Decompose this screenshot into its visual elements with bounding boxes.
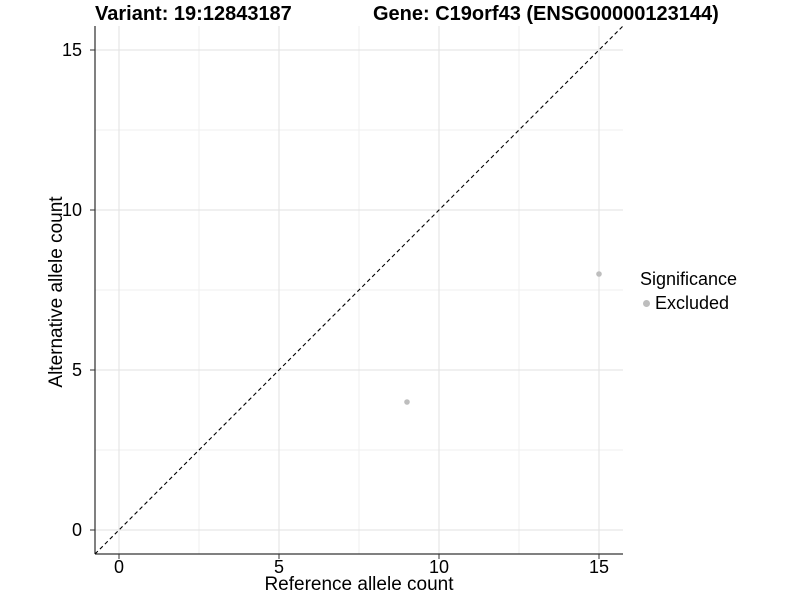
variant-title: Variant: 19:12843187: [95, 3, 292, 25]
y-tick-label: 10: [62, 200, 82, 220]
legend-item-excluded: Excluded: [640, 293, 737, 314]
y-tick-label: 5: [72, 360, 82, 380]
y-tick-label: 0: [72, 520, 82, 540]
data-point: [404, 399, 410, 405]
legend: Significance Excluded: [640, 269, 737, 314]
x-tick-label: 10: [429, 557, 449, 577]
excluded-point-swatch-icon: [643, 300, 650, 307]
gene-title: Gene: C19orf43 (ENSG00000123144): [373, 3, 719, 25]
x-axis-title: Reference allele count: [264, 574, 454, 595]
x-tick-label: 5: [274, 557, 284, 577]
y-axis-title: Alternative allele count: [46, 196, 67, 388]
legend-item-label: Excluded: [655, 293, 730, 313]
data-point: [596, 271, 602, 277]
x-tick-label: 15: [589, 557, 609, 577]
legend-title: Significance: [640, 269, 738, 289]
identity-reference-line: [94, 25, 624, 555]
y-tick-label: 15: [62, 40, 82, 60]
x-tick-label: 0: [114, 557, 124, 577]
